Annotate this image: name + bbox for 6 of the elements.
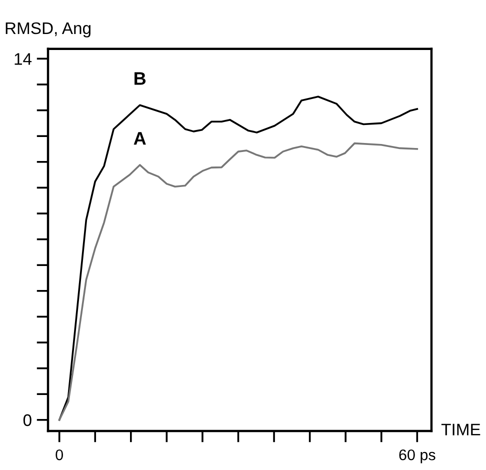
y-tick-label: 14	[14, 53, 32, 65]
annotation: B	[134, 72, 146, 85]
x-tick-label: 60 ps	[399, 449, 436, 464]
y-axis-title: RMSD, Ang	[6, 22, 90, 38]
annotation: A	[134, 132, 146, 145]
x-axis-title: TIME	[441, 424, 480, 436]
